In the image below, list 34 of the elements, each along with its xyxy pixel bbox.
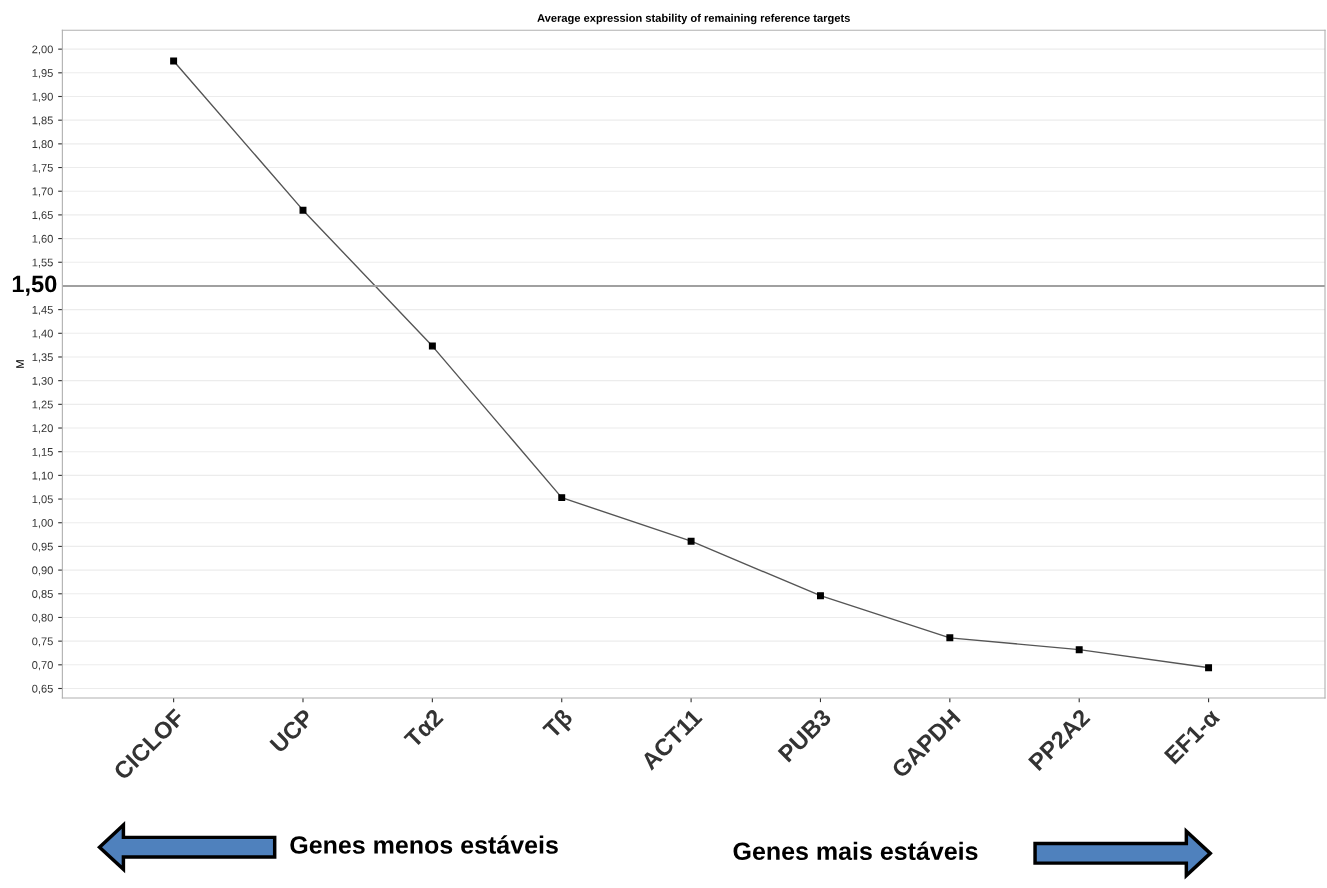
- y-tick-label: 1,10: [32, 471, 53, 481]
- y-tick-label: 1,75: [32, 163, 53, 173]
- y-tick-label: 1,00: [32, 519, 53, 529]
- y-tick-label: 1,90: [32, 92, 53, 102]
- y-tick-label: 2,00: [32, 45, 53, 55]
- y-tick-label: 1,40: [32, 329, 53, 339]
- y-tick-label: 0,80: [32, 613, 53, 623]
- ref-line-label: 1,50: [12, 275, 57, 296]
- text: Genes menos estáveis: [290, 835, 558, 854]
- y-tick-label: 0,65: [32, 684, 53, 694]
- y-tick-label: 0,95: [32, 542, 53, 552]
- y-tick-label: 1,95: [32, 69, 53, 79]
- y-tick-label: 0,85: [32, 590, 53, 600]
- text: Genes mais estáveis: [733, 841, 978, 861]
- y-tick-label: 1,25: [32, 400, 53, 410]
- y-tick-label: 1,65: [32, 211, 53, 221]
- y-tick-label: 1,30: [32, 376, 53, 387]
- y-tick-label: 1,20: [32, 424, 53, 434]
- y-tick-label: 1,45: [32, 306, 53, 316]
- y-tick-label: 1,80: [32, 140, 53, 150]
- y-tick-label: 1,15: [32, 448, 53, 458]
- y-axis-title: M: [16, 360, 24, 368]
- y-tick-label: 1,35: [32, 353, 53, 363]
- y-tick-label: 1,70: [32, 187, 53, 197]
- y-tick-label: 1,55: [32, 258, 53, 268]
- y-tick-label: 0,70: [32, 661, 53, 671]
- x-tick-label: Tβ: [541, 707, 577, 743]
- x-tick-label: Tα2: [403, 708, 444, 749]
- y-tick-label: 0,75: [32, 637, 53, 647]
- chart-title: Average expression stability of remaining reference targets: [537, 13, 850, 25]
- y-tick-label: 1,05: [32, 495, 53, 505]
- y-tick-label: 1,60: [32, 234, 53, 245]
- y-tick-label: 1,85: [32, 116, 53, 126]
- y-tick-label: 0,90: [32, 566, 53, 576]
